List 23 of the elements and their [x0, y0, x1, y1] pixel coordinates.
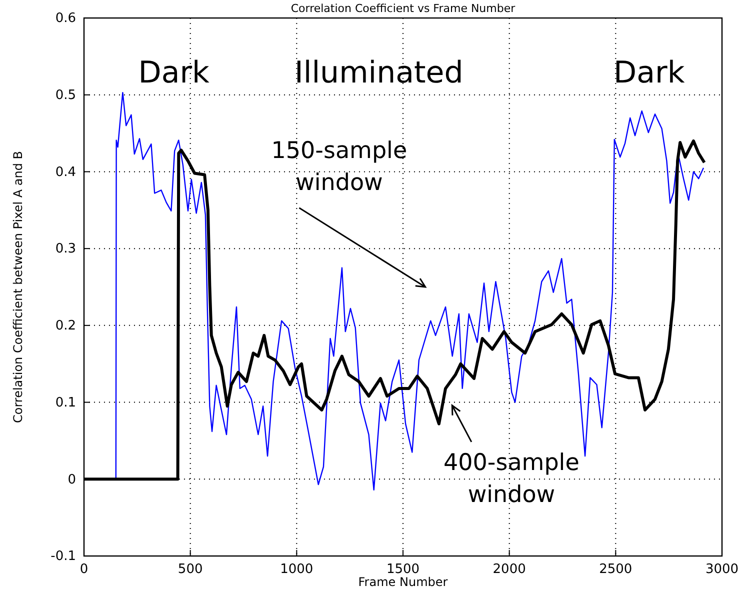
y-tick-label: 0.2	[55, 318, 76, 334]
y-tick-label: 0	[68, 472, 76, 488]
y-tick-label: 0.1	[55, 395, 76, 410]
y-tick-label: 0.4	[55, 164, 76, 180]
y-tick-label: -0.1	[50, 549, 76, 564]
annotation: 400-sample window	[444, 450, 580, 508]
x-tick-label: 1500	[386, 562, 420, 578]
y-tick-label: 0.5	[55, 88, 76, 104]
annotation: Illuminated	[294, 56, 464, 91]
y-tick-label: 0.6	[55, 11, 76, 26]
x-tick-label: 1000	[280, 562, 314, 578]
chart-title: Correlation Coefficient vs Frame Number	[290, 2, 516, 15]
annotation: Dark	[614, 56, 686, 91]
y-axis-title: Correlation Coefficient between Pixel A and B	[11, 150, 25, 424]
annotation: Dark	[138, 56, 210, 91]
x-tick-label: 2500	[599, 562, 632, 578]
x-tick-label: 3000	[705, 562, 739, 578]
x-tick-label: 2000	[492, 562, 526, 578]
y-tick-label: 0.3	[55, 242, 76, 257]
x-tick-label: 500	[178, 562, 203, 578]
annotation: 150-sample window	[271, 138, 408, 196]
x-tick-label: 0	[80, 562, 88, 578]
x-axis-title: Frame Number	[358, 575, 448, 589]
